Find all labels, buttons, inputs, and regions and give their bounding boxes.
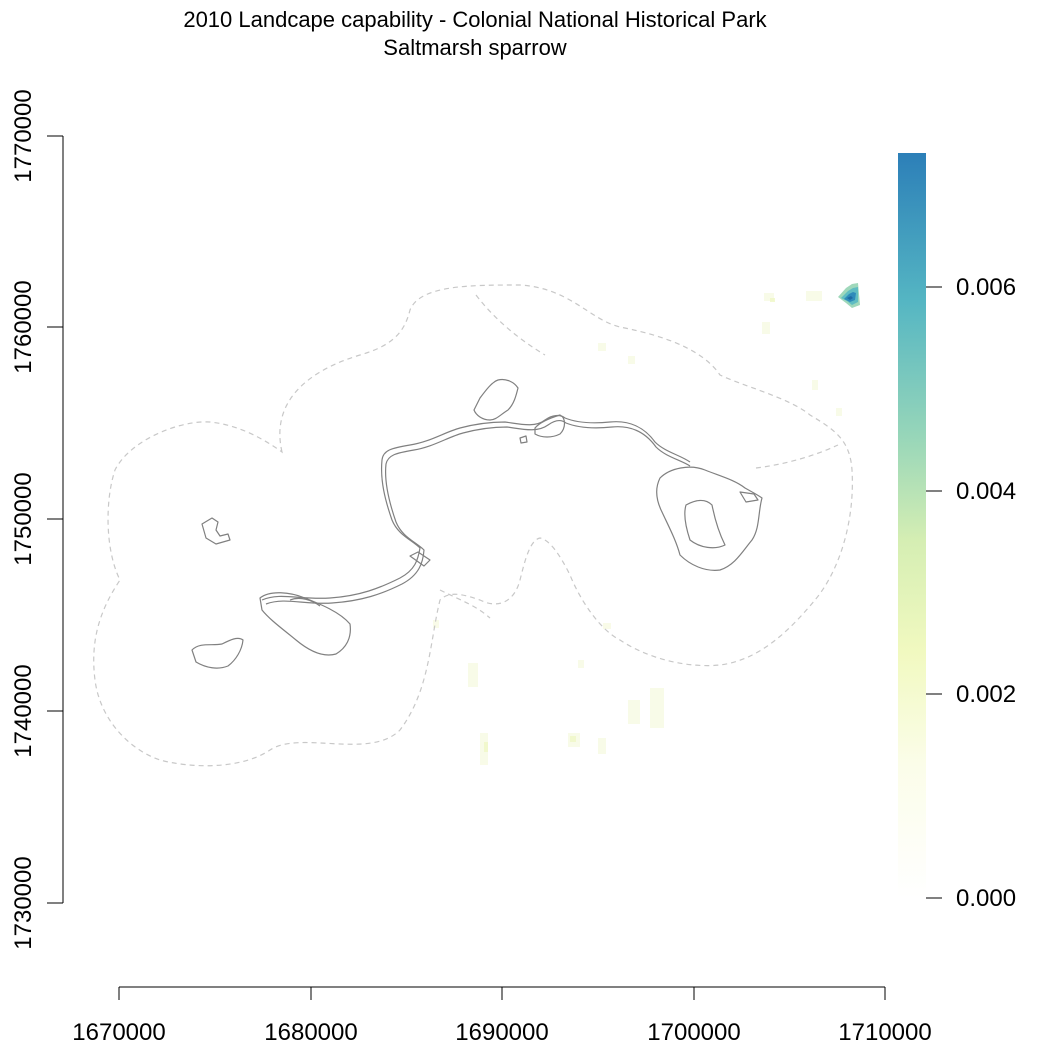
capability-hotspot	[838, 283, 860, 308]
y-tick-label: 1740000	[10, 664, 37, 757]
legend-tick-label: 0.006	[956, 274, 1016, 301]
y-tick-label: 1730000	[10, 856, 37, 949]
x-tick-label: 1680000	[264, 1019, 357, 1046]
legend-tick-label: 0.002	[956, 681, 1016, 708]
map-subtitle: Saltmarsh sparrow	[383, 35, 567, 60]
park-boundary	[191, 378, 763, 669]
y-axis	[47, 135, 64, 904]
x-tick-labels: 1670000 1680000 1690000 1700000 1710000	[72, 1019, 931, 1046]
x-axis	[118, 986, 886, 1000]
legend-color-bar	[898, 153, 926, 898]
x-tick-label: 1710000	[838, 1019, 931, 1046]
y-tick-label: 1770000	[10, 89, 37, 182]
y-tick-label: 1760000	[10, 280, 37, 373]
y-tick-label: 1750000	[10, 472, 37, 565]
capability-raster	[433, 283, 860, 765]
map-title-block: 2010 Landcape capability - Colonial Nati…	[0, 6, 950, 62]
map-title: 2010 Landcape capability - Colonial Nati…	[183, 7, 767, 32]
buffer-boundary	[93, 284, 853, 767]
legend-tick-label: 0.004	[956, 478, 1016, 505]
x-tick-label: 1670000	[72, 1019, 165, 1046]
color-legend: 0.000 0.002 0.004 0.006	[898, 153, 1016, 912]
y-tick-labels: 1730000 1740000 1750000 1760000 1770000	[10, 89, 37, 949]
x-tick-label: 1700000	[647, 1019, 740, 1046]
legend-tick-label: 0.000	[956, 885, 1016, 912]
x-tick-label: 1690000	[455, 1019, 548, 1046]
